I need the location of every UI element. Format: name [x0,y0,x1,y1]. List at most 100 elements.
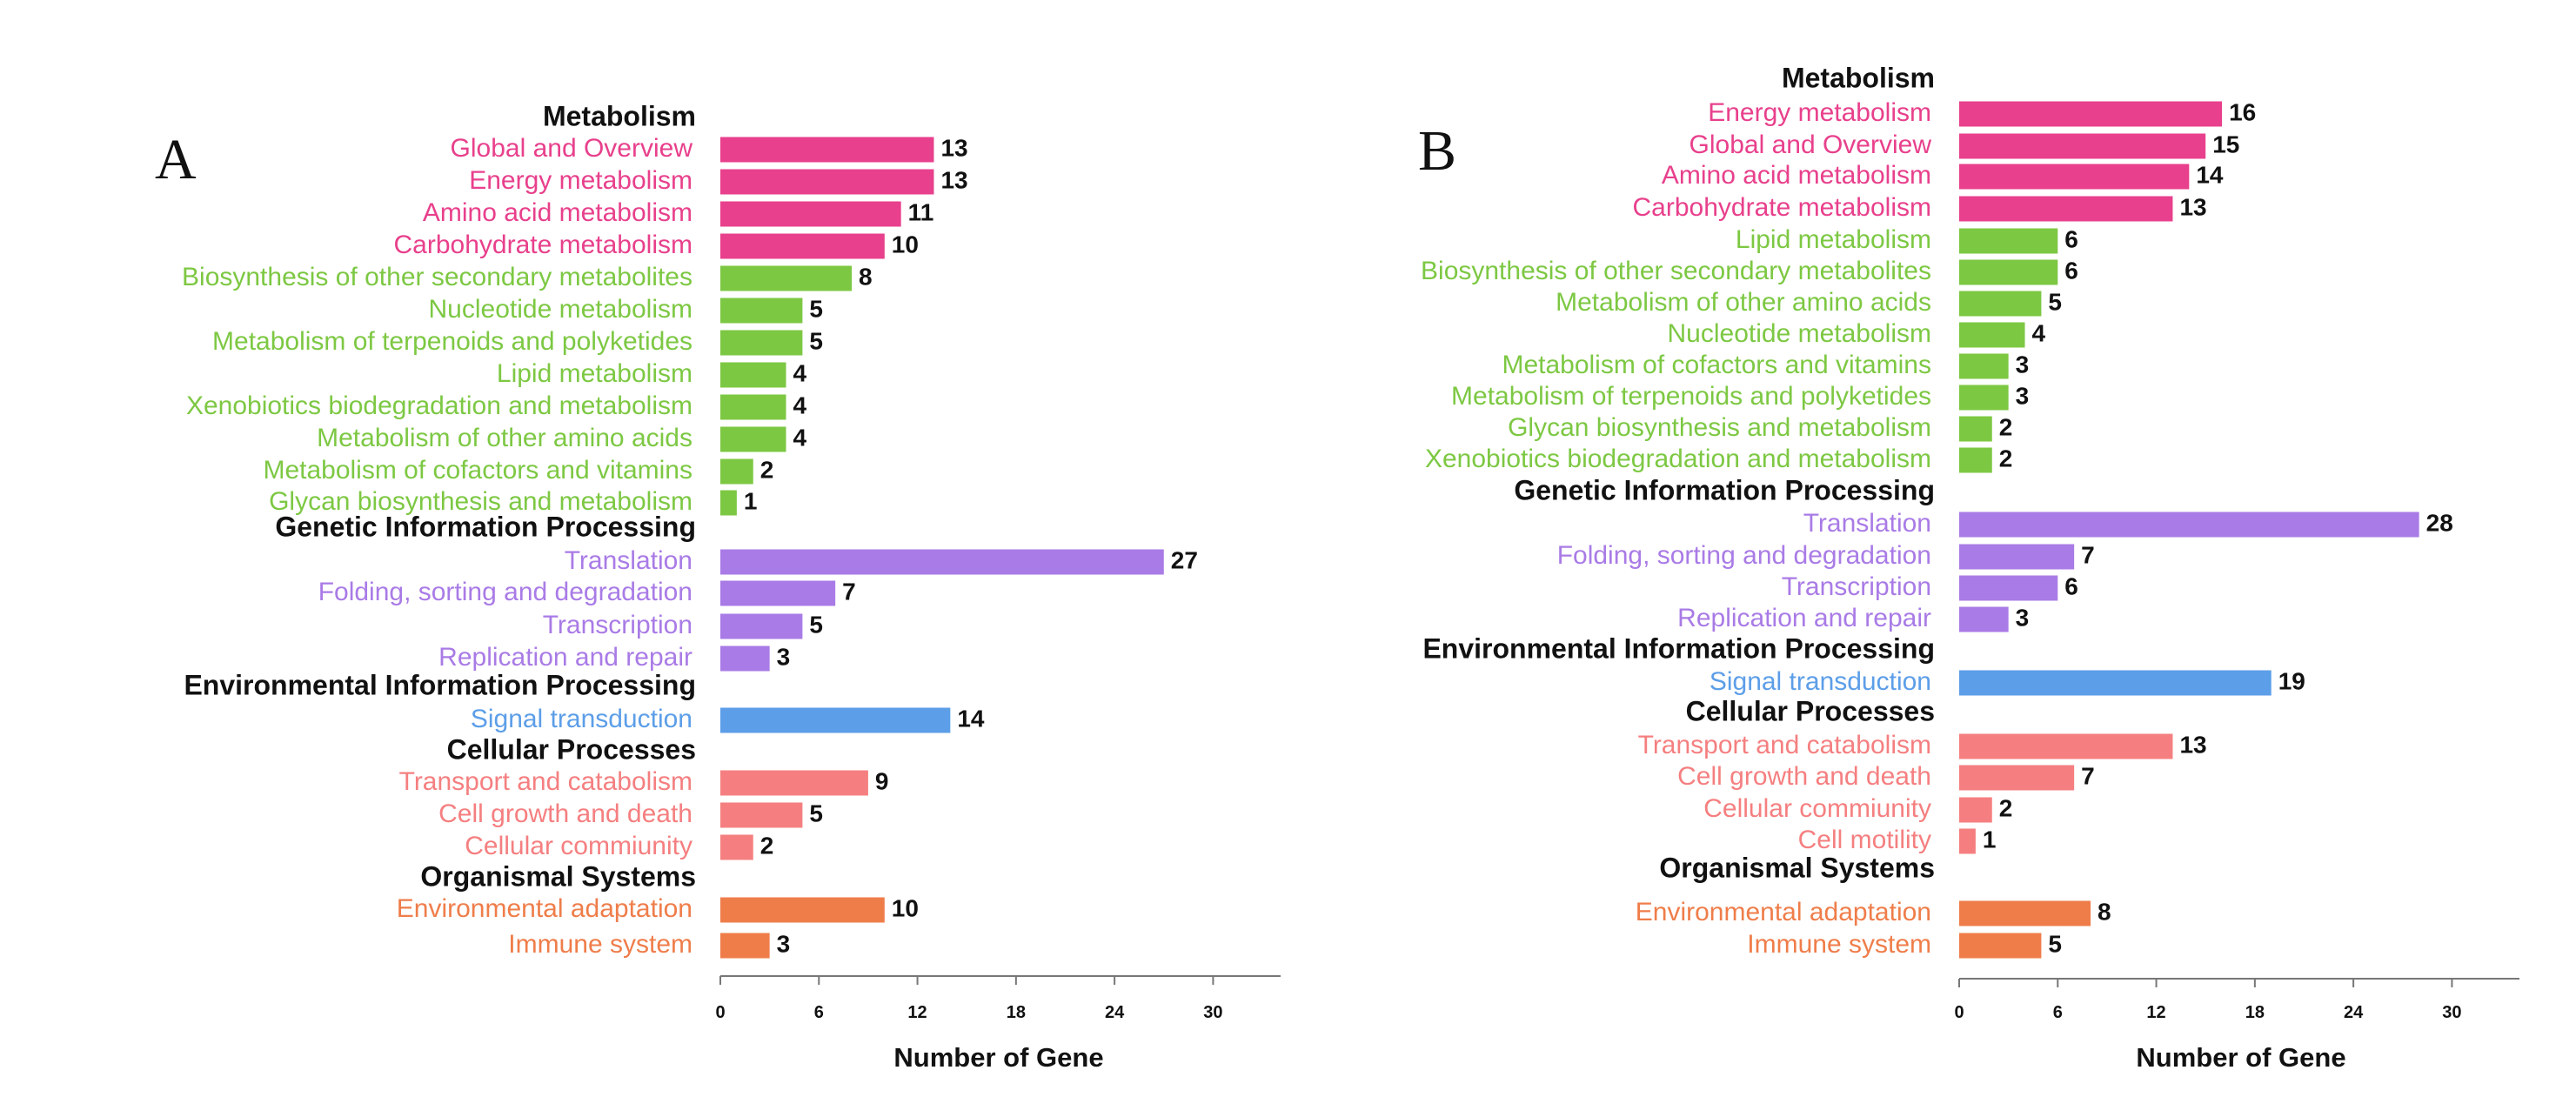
value-label: 5 [809,611,823,638]
bar-label: Amino acid metabolism [1662,161,1931,190]
bar [720,613,803,639]
bar-label: Cellular commiunity [465,832,693,860]
bar [1959,322,2025,348]
category-heading: Organismal Systems [420,860,696,892]
value-label: 5 [809,799,823,826]
x-tick-label: 18 [2245,1003,2265,1022]
bar [720,426,786,452]
bar-label: Global and Overview [1689,130,1932,159]
value-label: 2 [1999,794,2013,821]
bar [1959,670,2272,696]
value-label: 14 [2196,161,2224,188]
bar [720,933,770,959]
bar-label: Transport and catabolism [399,767,693,796]
bar [720,362,786,388]
bar-label: Nucleotide metabolism [1668,319,1931,348]
x-tick-label: 30 [2442,1003,2461,1022]
x-tick-label: 24 [2344,1003,2364,1022]
x-tick-label: 24 [1105,1003,1125,1022]
value-label: 8 [2098,898,2111,925]
value-label: 4 [793,359,807,386]
bar [1959,291,2042,317]
value-label: 1 [1983,826,1997,853]
bar-label: Replication and repair [438,643,693,672]
bar-label: Replication and repair [1677,604,1931,632]
category-heading: Cellular Processes [1686,695,1935,726]
x-axis-title: Number of Gene [893,1042,1103,1073]
bar [720,645,770,672]
bar [1959,606,2009,632]
bar-label: Environmental adaptation [397,894,693,923]
bar [1959,733,2173,759]
bar [1959,385,2009,411]
value-label: 15 [2212,130,2239,157]
value-label: 2 [1999,445,2013,472]
bar [1959,512,2419,538]
x-tick-label: 0 [1954,1003,1964,1022]
value-label: 11 [908,198,934,225]
bar-label: Metabolism of cofactors and vitamins [263,456,693,485]
value-label: 4 [2032,319,2046,346]
panel-letter: B [1418,119,1456,183]
x-tick-label: 18 [1007,1003,1026,1022]
bar [720,580,836,606]
bar [720,169,934,195]
category-heading: Genetic Information Processing [1514,474,1935,505]
bar [1959,447,1992,473]
value-label: 2 [1999,413,2013,440]
bar [1959,575,2058,601]
value-label: 5 [809,295,823,322]
bar-label: Folding, sorting and degradation [318,578,693,606]
bar-label: Signal transduction [471,705,693,733]
bar [720,458,753,485]
bar-label: Amino acid metabolism [423,198,693,227]
bar-label: Cell growth and death [438,799,693,828]
value-label: 2 [760,456,774,483]
value-label: 13 [2179,193,2206,220]
bar [1959,101,2223,127]
bar [1959,164,2190,190]
value-label: 3 [2016,351,2030,378]
bar-label: Transcription [543,611,693,639]
bar-label: Xenobiotics biodegradation and metabolis… [1425,445,1931,473]
bar [1959,259,2058,285]
bar [720,330,803,356]
bar-label: Metabolism of terpenoids and polyketides [1451,382,1931,411]
bar [720,233,885,259]
bar-label: Metabolism of cofactors and vitamins [1502,351,1931,379]
bar-label: Cell motility [1798,826,1931,854]
bar [720,298,803,324]
bar [720,137,934,163]
value-label: 4 [793,391,807,418]
value-label: 5 [2048,930,2062,957]
value-label: 27 [1171,546,1198,573]
bar-label: Cellular commiunity [1703,794,1931,823]
value-label: 13 [940,134,967,161]
bar-label: Glycan biosynthesis and metabolism [1508,413,1931,442]
bar [1959,828,1976,854]
category-heading: Organismal Systems [1659,852,1935,883]
x-tick-label: 30 [1203,1003,1222,1022]
x-tick-label: 6 [2053,1003,2063,1022]
category-heading: Environmental Information Processing [184,669,696,700]
bar [1959,933,2042,959]
bar [1959,797,1992,823]
value-label: 3 [777,930,791,957]
value-label: 14 [957,705,985,732]
value-label: 4 [793,424,807,451]
value-label: 6 [2064,572,2078,599]
value-label: 10 [892,231,919,258]
bar [720,549,1164,575]
bar-label: Carbohydrate metabolism [394,231,693,259]
x-axis-title: Number of Gene [2136,1042,2345,1073]
bar-label: Transport and catabolism [1638,731,1931,759]
category-heading: Metabolism [1782,62,1935,93]
bar-label: Carbohydrate metabolism [1633,193,1932,222]
bar-label: Biosynthesis of other secondary metaboli… [1421,257,1931,285]
bar [720,770,868,796]
x-tick-label: 0 [715,1003,725,1022]
value-label: 6 [2064,225,2078,252]
panel-letter: A [155,128,197,191]
